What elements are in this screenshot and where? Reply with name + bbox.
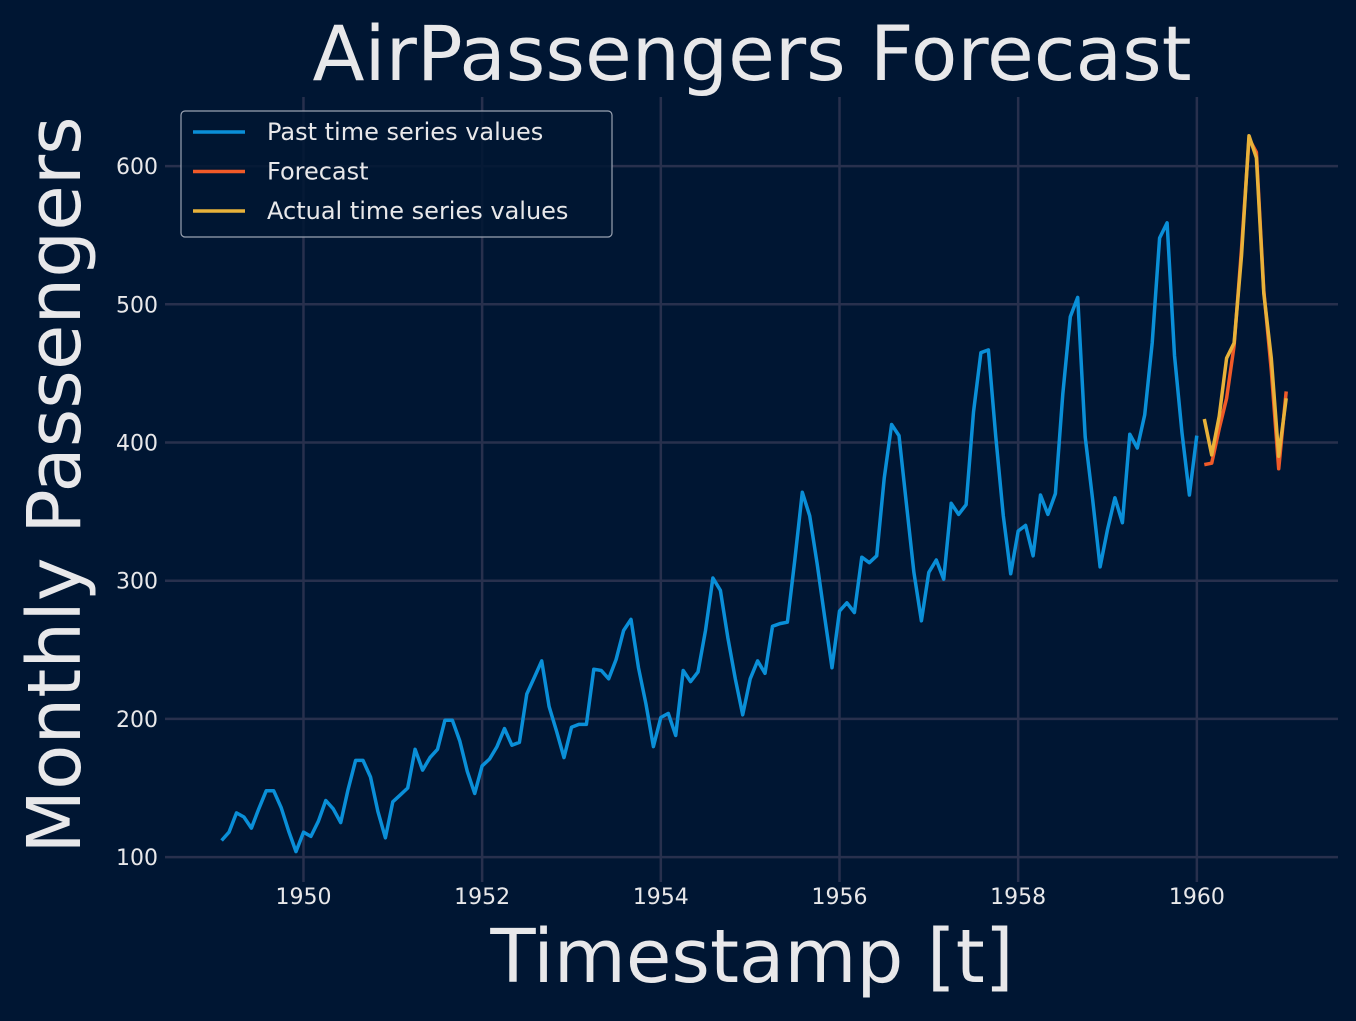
y-tick-labels: 100 200 300 400 500 600 [116, 155, 158, 871]
y-tick-label: 400 [116, 432, 158, 457]
y-axis-label: Monthly Passengers [12, 116, 98, 853]
legend-label: Actual time series values [267, 197, 568, 225]
x-tick-label: 1958 [990, 885, 1046, 910]
y-tick-label: 200 [116, 708, 158, 733]
chart-title: AirPassengers Forecast [312, 9, 1191, 98]
y-tick-label: 300 [116, 570, 158, 595]
past-time-series-values-line [220, 221, 1199, 854]
x-tick-label: 1952 [454, 885, 510, 910]
x-tick-label: 1956 [811, 885, 867, 910]
legend-label: Forecast [267, 158, 369, 186]
y-tick-label: 100 [116, 846, 158, 871]
grid [165, 97, 1338, 882]
x-tick-label: 1954 [633, 885, 689, 910]
legend: Past time series values Forecast Actual ti… [180, 110, 613, 238]
x-tick-label: 1960 [1169, 885, 1225, 910]
y-tick-label: 500 [116, 293, 158, 318]
legend-label: Past time series values [267, 118, 543, 146]
x-axis-label: Timestamp [t] [489, 914, 1013, 1000]
actual-time-series-values-line [1202, 133, 1288, 459]
series-lines [220, 133, 1288, 854]
y-tick-label: 600 [116, 155, 158, 180]
legend-box [180, 110, 613, 238]
x-tick-label: 1950 [275, 885, 331, 910]
x-tick-labels: 1950 1952 1954 1956 1958 1960 [275, 885, 1224, 910]
